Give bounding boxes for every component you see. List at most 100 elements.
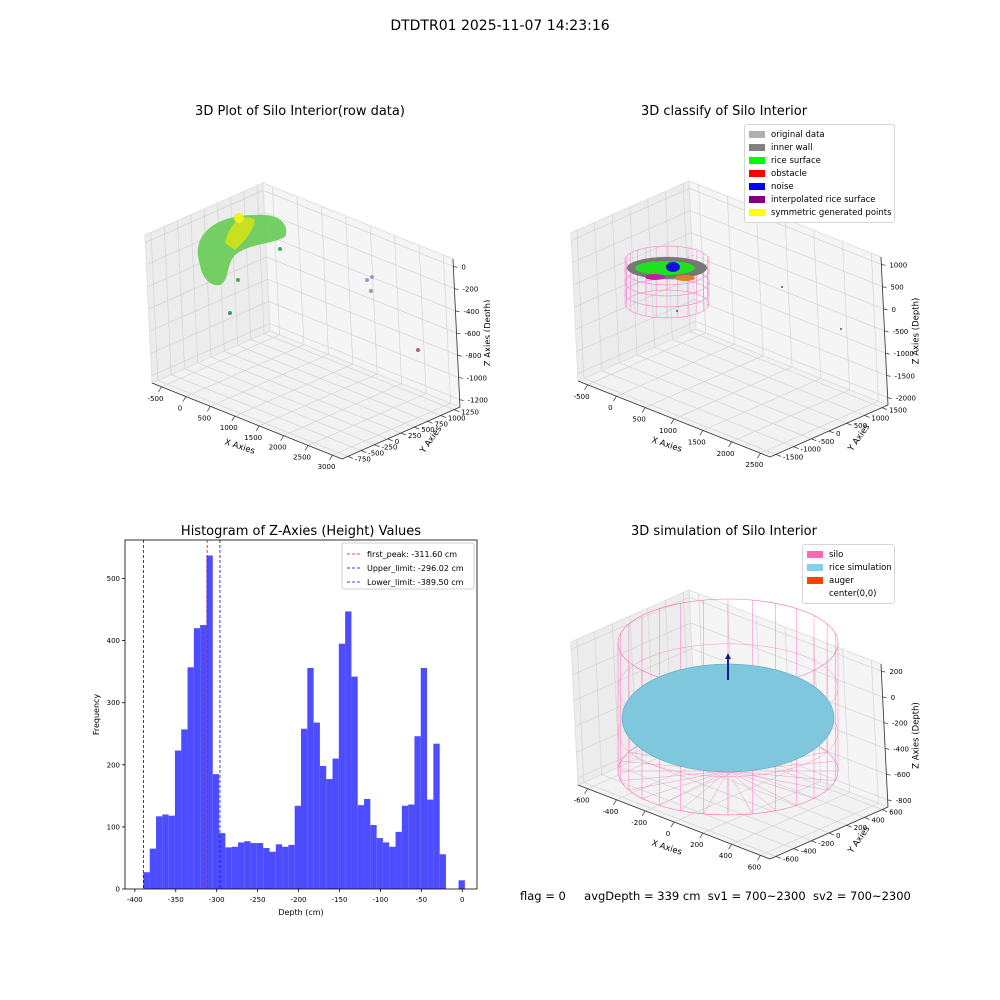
z-tick-label: -800 — [466, 352, 482, 360]
histogram-bar — [338, 643, 346, 889]
scatter-point — [369, 289, 373, 293]
rice-peak-top — [234, 213, 244, 223]
y-tick-label: 0 — [116, 886, 120, 894]
raw-3d-plot: -500050010001500200025003000-750-500-250… — [144, 182, 491, 471]
x-tick-label: -350 — [168, 896, 184, 904]
x-gridline — [185, 196, 305, 397]
z-tick — [883, 722, 888, 725]
scatter-point — [236, 278, 240, 282]
x-tick-label: -50 — [416, 896, 427, 904]
z-gridline — [145, 190, 454, 267]
histogram-bar — [382, 842, 390, 889]
x-tick-label: 500 — [633, 416, 646, 424]
legend-label: rice surface — [771, 155, 821, 166]
y-tick-label: -200 — [818, 840, 834, 848]
histogram-bar — [193, 628, 201, 889]
x-tick-label: -600 — [574, 797, 590, 805]
legend-entry: interpolated rice surface — [749, 193, 890, 206]
histogram-bar — [143, 872, 150, 889]
z-tick — [887, 799, 892, 802]
y-tick — [347, 456, 354, 459]
z-tick — [885, 352, 890, 355]
x-tick-label: 2000 — [269, 444, 287, 452]
z-tick-label: -1500 — [895, 372, 915, 380]
y-tick — [828, 430, 835, 434]
y-gridline — [190, 214, 388, 440]
y-tick-label: -1500 — [783, 453, 803, 461]
z-axis-line — [452, 258, 461, 408]
z-tick — [881, 670, 886, 673]
legend-label: first_peak: -311.60 cm — [367, 550, 457, 559]
histogram-bar — [458, 880, 465, 889]
z-axis-label: Z Axies (Depth) — [484, 300, 491, 367]
x-tick — [699, 832, 704, 839]
legend-entry: obstacle — [749, 167, 890, 180]
y-gridline — [163, 226, 362, 451]
x-gridline — [731, 241, 850, 443]
x-tick-label: 1500 — [244, 434, 262, 442]
x-tick — [304, 445, 309, 451]
y-tick-label: -600 — [783, 855, 799, 863]
y-tick-label: 300 — [107, 699, 120, 707]
histogram-bar — [187, 667, 194, 889]
z-tick-label: 0 — [891, 306, 895, 314]
histogram-bar — [376, 838, 383, 889]
legend-swatch — [807, 551, 823, 558]
y-gridline — [611, 214, 812, 440]
histogram-bar — [370, 825, 377, 889]
x-tick — [641, 407, 646, 413]
y-axis-line — [769, 806, 889, 860]
x-tick — [728, 843, 732, 850]
y-tick — [387, 438, 393, 442]
legend-label: original data — [771, 129, 825, 140]
y-tick — [793, 446, 799, 449]
silo-floor-spoke — [727, 770, 815, 799]
z-axis-label: Z Axies (Depth) — [912, 298, 921, 365]
legend-swatch — [749, 209, 765, 216]
z-tick — [884, 330, 889, 333]
y-tick-label: -500 — [818, 438, 834, 446]
silo-floor-spoke — [727, 770, 828, 791]
y-tick-label: -750 — [355, 455, 371, 463]
z-tick-label: -1000 — [467, 374, 487, 382]
scatter-point — [416, 348, 420, 352]
x-tick — [584, 788, 588, 794]
x-tick — [757, 452, 761, 459]
legend-label: rice simulation — [829, 562, 892, 573]
rice-point-cloud — [197, 214, 287, 286]
histogram-bar — [237, 842, 245, 889]
legend-label: noise — [771, 181, 794, 192]
x-gridline — [332, 255, 451, 456]
y-tick-label: 500 — [854, 422, 867, 430]
y-gridline — [682, 183, 883, 408]
legend-entry: rice simulation — [807, 561, 892, 574]
legend-entry: rice surface — [749, 154, 890, 167]
histogram-bar — [326, 779, 333, 889]
z-tick — [886, 773, 891, 776]
flag-text: flag = 0 — [520, 889, 566, 903]
z-tick — [453, 266, 458, 268]
x-tick-label: 1000 — [659, 427, 677, 435]
y-tick — [828, 832, 835, 836]
y-tick — [361, 450, 367, 453]
x-tick — [728, 441, 732, 448]
x-axis-line — [577, 784, 771, 860]
histogram-bar — [200, 625, 207, 889]
x-tick-label: 2500 — [293, 453, 311, 461]
histogram-bar — [156, 816, 163, 889]
y-tick — [846, 422, 852, 426]
histogram-bar — [294, 805, 301, 889]
y-axis-label: Frequency — [92, 694, 101, 736]
x-gridline — [645, 207, 764, 408]
legend-label: Upper_limit: -296.02 cm — [367, 564, 464, 573]
x-tick-label: -250 — [250, 896, 266, 904]
y-tick-label: 600 — [889, 809, 902, 817]
z-tick — [456, 332, 461, 335]
x-tick — [613, 799, 617, 806]
auger-tip — [725, 653, 731, 659]
histogram-bar — [244, 841, 251, 889]
noise-region — [666, 262, 680, 272]
histogram-bar — [263, 848, 270, 889]
histogram-bar — [408, 804, 415, 889]
y-tick — [414, 426, 420, 430]
